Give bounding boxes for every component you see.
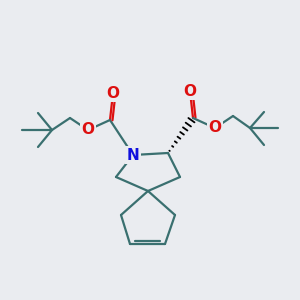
Text: O: O [184,83,196,98]
Text: O: O [208,121,221,136]
Text: O: O [106,85,119,100]
Text: O: O [82,122,94,137]
Text: N: N [127,148,140,163]
